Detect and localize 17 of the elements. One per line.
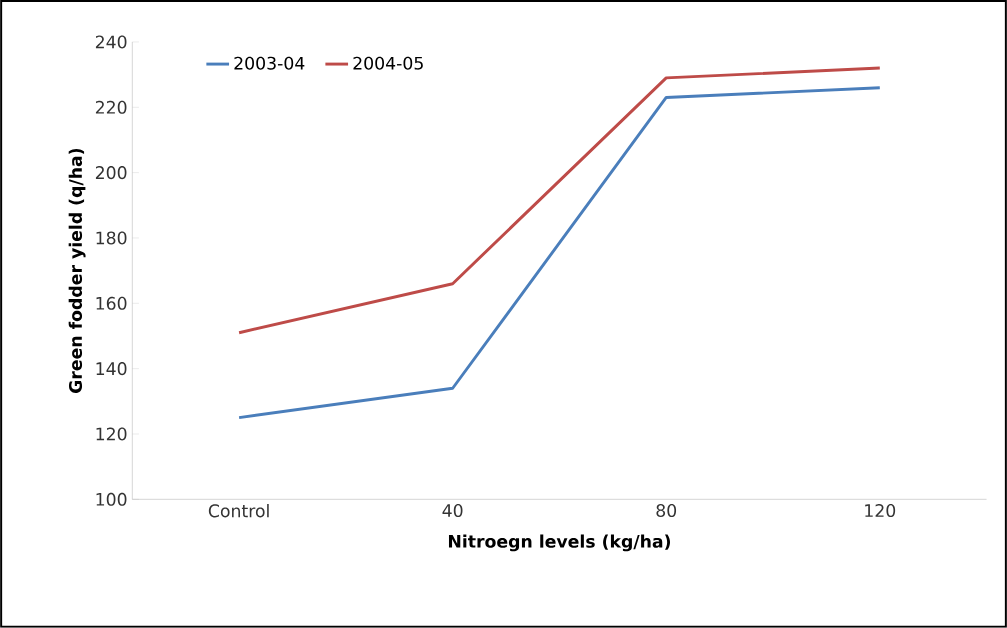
x-tick-label: 40 bbox=[442, 504, 463, 518]
x-tick-label: 120 bbox=[865, 504, 896, 518]
y-tick-label: 160 bbox=[96, 296, 127, 310]
y-axis-title: Green fodder yield (q/ha) bbox=[68, 149, 86, 394]
x-tick-label: 80 bbox=[656, 504, 677, 518]
legend-label: 2004-05 bbox=[353, 56, 423, 70]
y-tick-label: 220 bbox=[95, 100, 127, 114]
y-tick-label: 180 bbox=[96, 231, 127, 245]
x-axis-title: Nitroegn levels (kg/ha) bbox=[448, 534, 671, 552]
x-tick-label: Control bbox=[208, 504, 269, 518]
line-series bbox=[237, 86, 882, 420]
legend-label: 2003-04 bbox=[234, 56, 305, 70]
y-tick-label: 140 bbox=[96, 362, 127, 376]
y-tick-label: 120 bbox=[96, 427, 127, 441]
y-tick-label: 100 bbox=[96, 492, 127, 506]
y-tick-label: 240 bbox=[95, 35, 127, 49]
y-tick-label: 200 bbox=[95, 166, 127, 180]
